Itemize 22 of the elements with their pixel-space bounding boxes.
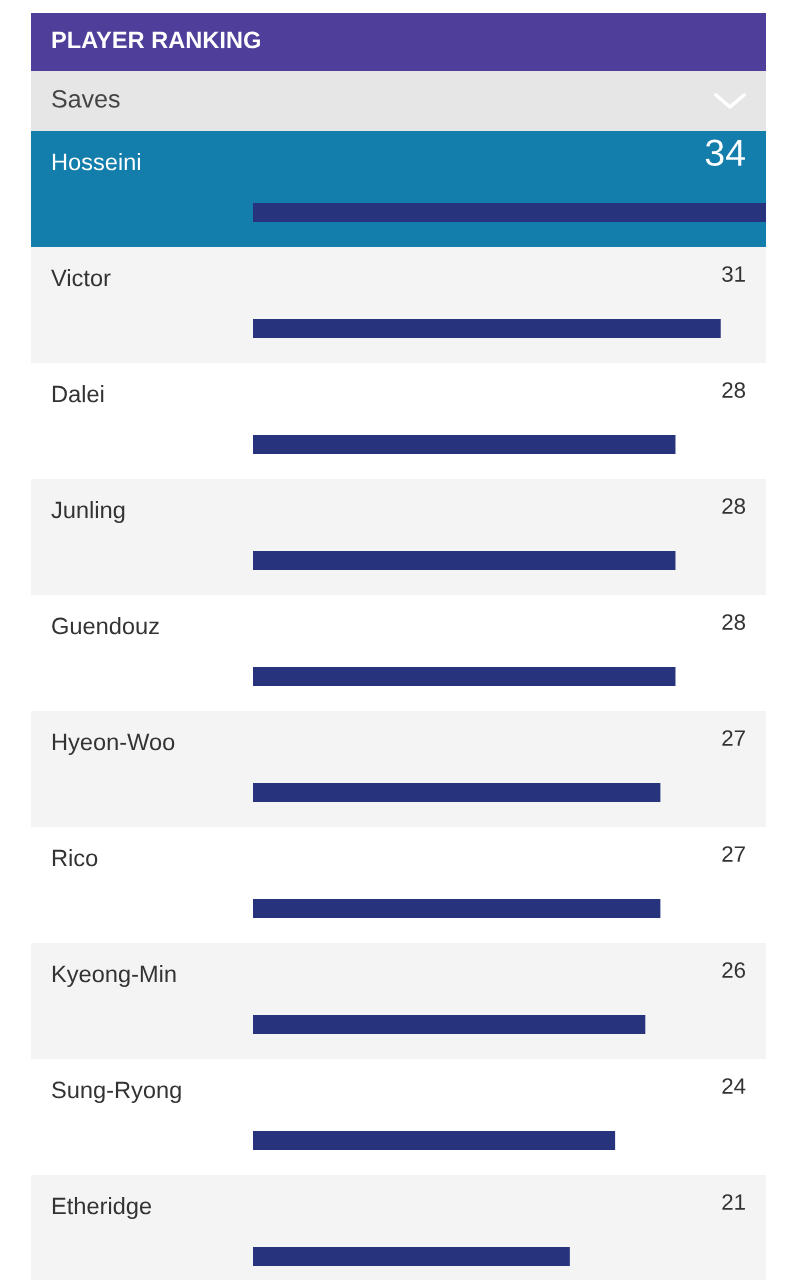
data-label: 24	[722, 1078, 746, 1094]
data-label: 28	[722, 498, 746, 514]
y-tick-label: Victor	[51, 269, 111, 287]
y-tick-label: Hosseini	[52, 153, 140, 171]
y-tick-label: Etheridge	[52, 1196, 152, 1220]
y-tick-label: Rico	[52, 848, 98, 867]
data-label: 21	[722, 1194, 745, 1210]
data-label: 31	[722, 266, 745, 282]
chart-subtitle: Saves	[52, 90, 120, 108]
y-tick-label: Dalei	[52, 384, 104, 403]
chart-title: PLAYER RANKING	[52, 31, 260, 49]
data-label: 26	[722, 962, 746, 978]
data-label: 28	[722, 382, 746, 398]
y-tick-label: Guendouz	[52, 616, 159, 635]
y-tick-label: Kyeong-Min	[52, 964, 176, 988]
y-tick-label: Hyeon-Woo	[52, 733, 175, 756]
data-label: 34	[705, 139, 745, 167]
data-label: 27	[722, 730, 745, 746]
data-label: 27	[722, 846, 745, 862]
y-tick-label: Junling	[51, 501, 125, 524]
data-label: 28	[722, 614, 746, 630]
y-tick-label: Sung-Ryong	[52, 1081, 181, 1104]
